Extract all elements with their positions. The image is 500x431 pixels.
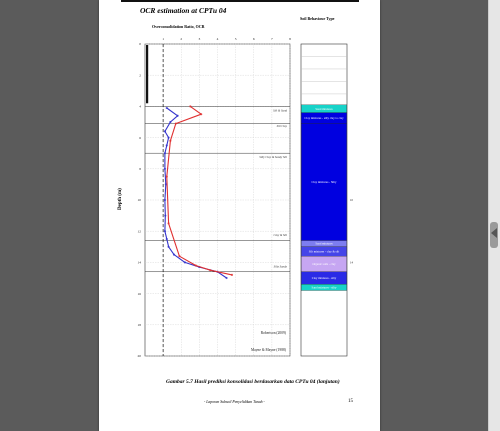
data-point [189,105,192,108]
figure-subtitle: Overconsolidation Ratio, OCR [152,24,205,29]
x-tick-label: 3 [199,37,201,41]
top-rule [121,0,359,2]
y-tick-label: 20 [138,354,142,358]
data-point [165,144,168,147]
data-point [194,264,197,267]
y-tick-label: 8 [139,167,141,171]
vertical-scrollbar[interactable] [488,0,500,431]
sbt-layer-label: Sand mixtures - silty [312,285,337,289]
sbt-layer-label: Silt mixtures - clay & silt [309,250,340,254]
data-point [167,245,170,248]
sbt-depth-label: 10 [350,198,354,202]
figure-title: OCR estimation at CPTu 04 [140,6,227,15]
data-point [163,167,167,170]
series-line [166,105,233,276]
figure-caption: Gambar 5.7 Hasil prediksi konsolidasi be… [166,379,340,385]
y-tick-label: 0 [139,42,141,46]
layer-label: Clay & Silt [274,233,288,237]
data-point [176,114,179,117]
sbt-layer-label: Clay mixtures - silty clay to clay [304,116,344,120]
data-point [167,222,170,225]
sbt-layer-label: Sand mixtures [315,242,333,246]
layer-label: Silty Clay & Sandy Silt [259,155,287,159]
sbt-layer-label: Sand mixtures [315,107,333,111]
sbt-layer-label: Organic soils - clay [312,262,336,266]
sbt-layer-label: Clay mixtures - silty [312,276,337,280]
sbt-depth-label: 14 [350,260,354,264]
y-tick-label: 16 [138,292,142,296]
data-point [165,106,168,110]
sbt-layer-label: Clay mixtures - Silty [311,180,337,184]
data-point [169,139,172,142]
y-tick-label: 10 [138,198,142,202]
data-point [183,261,186,264]
y-tick-label: 2 [139,73,141,77]
x-tick-label: 2 [180,37,182,41]
data-point [164,183,167,186]
page-footer: - Laporan Subsoil Penyelidikan Tanah - [204,400,265,404]
sbt-layer [301,284,347,291]
x-tick-label: 8 [289,37,291,41]
sbt-title: Soil Behaviour Type [300,16,335,21]
sbt-layer [301,123,347,241]
y-tick-label: 6 [139,136,141,140]
layer-label: Silty Sandy [274,264,288,268]
data-point [163,230,167,233]
legend-entry: Mayne & Mayne (1988) [251,348,287,352]
data-point [165,175,168,178]
legend-entry: Robertson (2009) [261,331,287,335]
layer-label: Silt & Sand [273,108,287,112]
y-tick-label: 14 [138,261,142,265]
data-point [163,130,167,133]
x-tick-label: 6 [253,37,255,41]
data-point [178,255,181,258]
y-tick-label: 4 [139,105,141,109]
data-point [165,237,168,241]
data-point [174,122,177,125]
data-point [230,273,234,276]
data-point [163,152,167,155]
layer-label: Silt Clay [277,124,288,128]
data-point [164,214,167,217]
data-point [225,276,228,280]
casing-bar [146,45,149,104]
x-tick-label: 4 [217,37,219,41]
x-tick-label: 1 [162,37,164,41]
data-point [163,198,167,202]
data-point [172,253,176,256]
y-tick-label: 18 [138,323,142,327]
data-point [209,269,212,272]
collapse-arrow-icon[interactable] [491,228,497,238]
data-point [200,113,203,116]
x-tick-label: 7 [271,37,273,41]
data-point [167,136,170,139]
data-point [169,120,172,124]
page-number: 15 [348,399,353,404]
y-tick-label: 12 [138,229,142,233]
x-tick-label: 5 [235,37,237,41]
